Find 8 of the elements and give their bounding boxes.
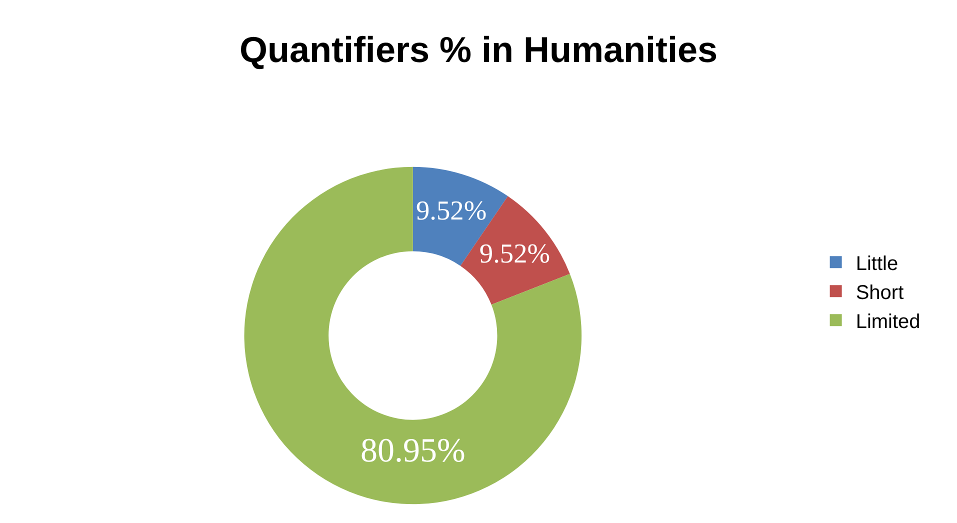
legend-label: Short	[856, 282, 904, 304]
donut-slice	[244, 166, 582, 504]
legend-label: Limited	[856, 310, 920, 333]
chart-title: Quantifiers % in Humanities	[239, 28, 718, 70]
legend-label: Little	[856, 252, 898, 275]
data-label: 80.95%	[360, 432, 466, 470]
data-label: 9.52%	[416, 195, 487, 226]
data-label: 9.52%	[479, 238, 550, 269]
